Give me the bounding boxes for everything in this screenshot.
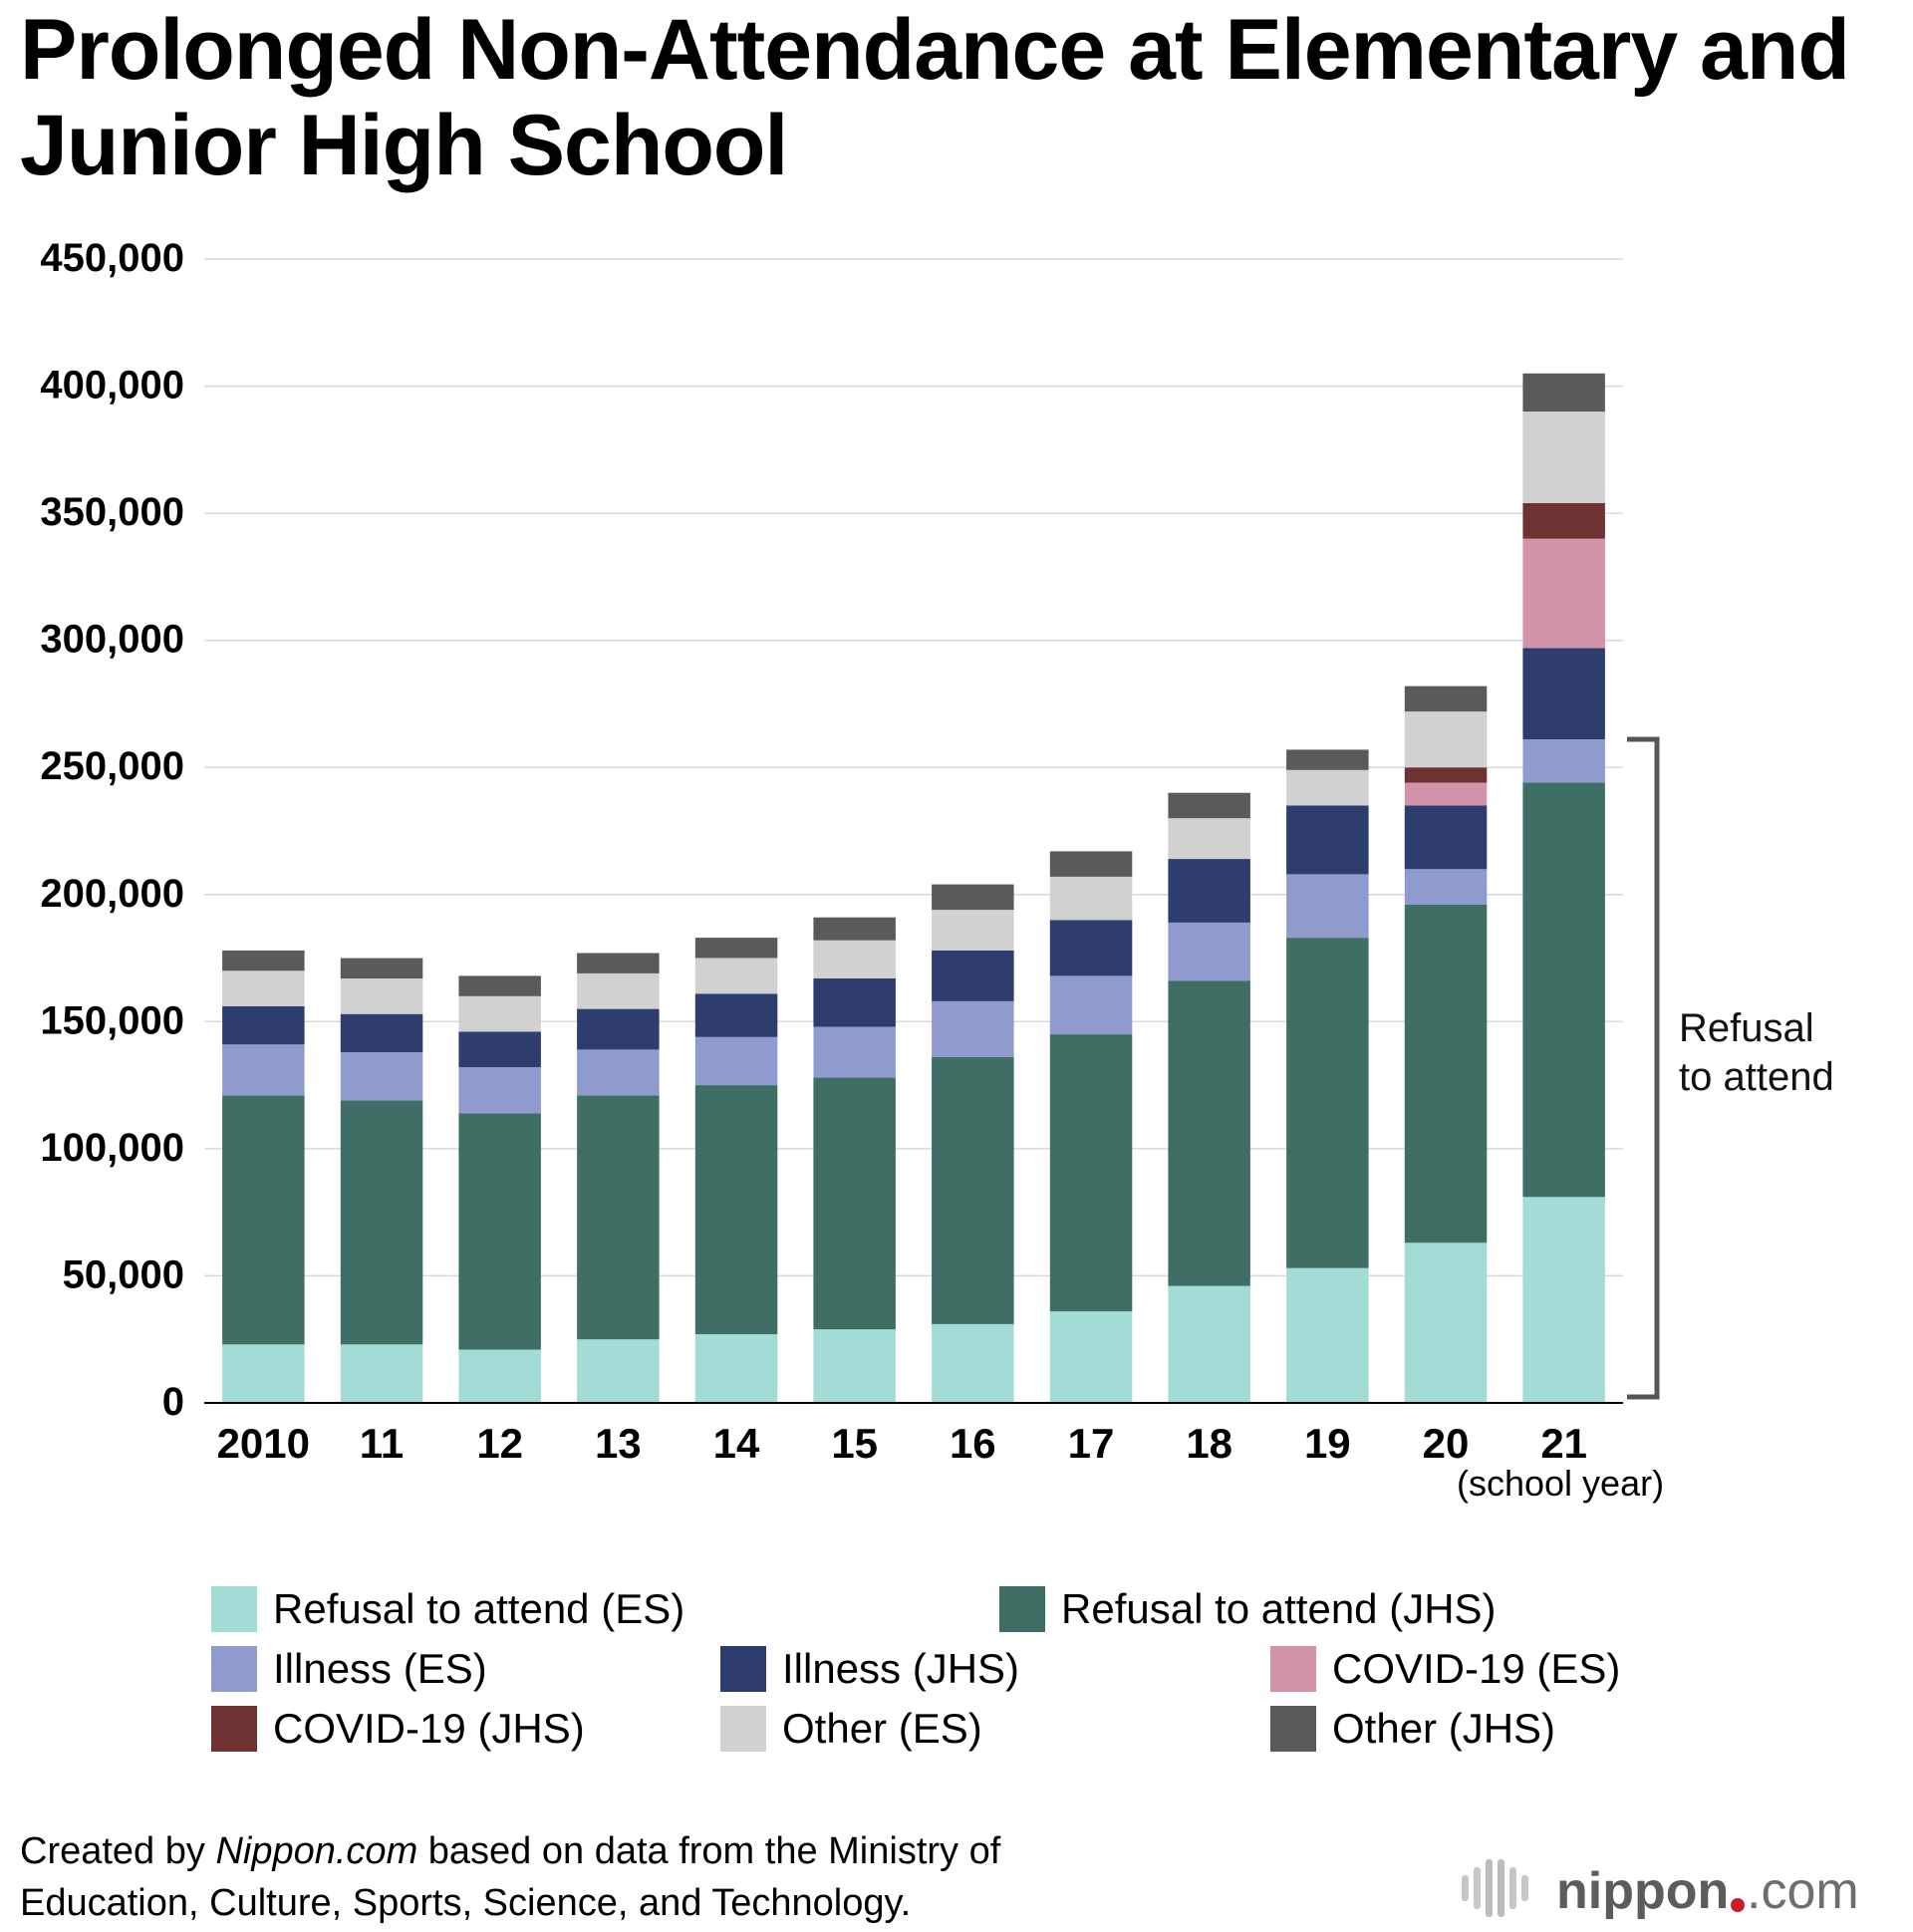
svg-text:nippon: nippon (1556, 1862, 1729, 1919)
svg-text:.com: .com (1747, 1862, 1859, 1919)
